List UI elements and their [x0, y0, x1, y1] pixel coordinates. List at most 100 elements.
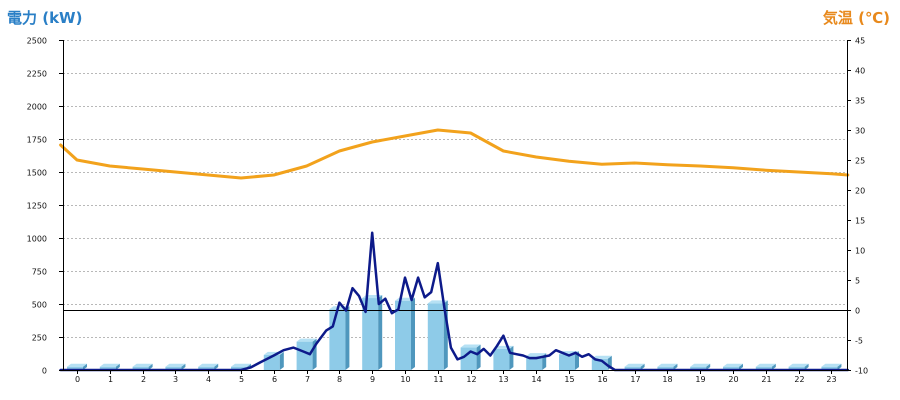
right-tick-label: -5	[855, 337, 863, 346]
left-tick-label: 750	[32, 268, 47, 277]
bar-side	[673, 363, 678, 370]
bar-front	[657, 366, 674, 370]
bar-front	[198, 366, 215, 370]
x-tick-label: 21	[761, 375, 771, 384]
left-tick-label: 250	[32, 334, 47, 343]
bar-side	[575, 351, 579, 370]
bar-side	[411, 297, 415, 370]
bar-top	[591, 355, 612, 359]
right-tick-label: 0	[855, 307, 860, 316]
bar-side	[640, 363, 645, 370]
x-tick-label: 18	[662, 375, 672, 384]
left-tick-label: 0	[42, 367, 47, 376]
bar-top	[460, 344, 481, 348]
bar-front	[788, 366, 805, 370]
right-tick-label: 5	[855, 277, 860, 286]
bar-top	[723, 363, 743, 367]
bar-top	[526, 353, 547, 357]
bar	[624, 363, 645, 370]
bar	[362, 295, 383, 370]
bar	[198, 363, 219, 370]
bar-front	[559, 354, 575, 370]
bar	[329, 306, 350, 370]
line-layer	[59, 128, 850, 372]
right-tick-label: 40	[855, 67, 865, 76]
x-tick-label: 7	[305, 375, 310, 384]
bar-top	[231, 363, 251, 367]
bar	[755, 363, 776, 370]
left-tick-label: 2000	[27, 103, 47, 112]
right-tick-label: 30	[855, 127, 865, 136]
bar-side	[804, 363, 809, 370]
bar-front	[99, 366, 116, 370]
temperature-line	[59, 128, 850, 180]
x-tick-label: 10	[400, 375, 410, 384]
bar-front	[231, 366, 247, 370]
left-tick-label: 2500	[27, 37, 47, 46]
x-tick-label: 1	[108, 375, 113, 384]
left-axis-title: 電力 (kW)	[7, 9, 83, 27]
bar-front	[624, 366, 641, 370]
bar-top	[788, 363, 809, 367]
bar-side	[706, 363, 711, 370]
bar-side	[148, 363, 153, 370]
bar-top	[755, 363, 776, 367]
x-tick-label: 22	[794, 375, 804, 384]
right-tick-label: 20	[855, 187, 865, 196]
power-line	[59, 231, 850, 372]
x-tick-label: 20	[728, 375, 738, 384]
bar	[690, 363, 711, 370]
x-tick-label: 23	[826, 375, 836, 384]
bar-front	[690, 366, 707, 370]
bar-top	[165, 363, 186, 367]
bar-front	[362, 298, 379, 370]
x-tick-label: 11	[433, 375, 443, 384]
x-tick-label: 0	[75, 375, 80, 384]
bar-top	[132, 363, 153, 367]
bar	[67, 363, 87, 370]
right-tick-label: 15	[855, 217, 865, 226]
left-tick-label: 1500	[27, 169, 47, 178]
right-tick-label: 45	[855, 37, 865, 46]
right-tick-label: 10	[855, 247, 865, 256]
bar-front	[395, 300, 411, 370]
bar-side	[378, 295, 383, 370]
left-tick-label: 2250	[27, 70, 47, 79]
grid-layer	[63, 40, 847, 338]
bar-front	[723, 366, 739, 370]
x-tick-label: 5	[239, 375, 244, 384]
bar	[493, 345, 514, 370]
bar-layer	[67, 295, 842, 370]
x-tick-label: 2	[141, 375, 146, 384]
bar-front	[329, 309, 346, 370]
bar	[657, 363, 678, 370]
bar-side	[345, 306, 350, 370]
x-tick-label: 19	[695, 375, 705, 384]
bar-front	[165, 366, 182, 370]
bar-side	[739, 363, 743, 370]
x-tick-label: 17	[630, 375, 640, 384]
x-tick-label: 14	[531, 375, 541, 384]
bar-front	[460, 347, 477, 370]
right-tick-label: 35	[855, 97, 865, 106]
bar-side	[115, 363, 120, 370]
bar-front	[821, 366, 838, 370]
bar-front	[67, 366, 83, 370]
right-tick-label: 25	[855, 157, 865, 166]
bar	[821, 363, 842, 370]
bar-front	[427, 303, 444, 370]
bar-side	[476, 344, 481, 370]
bar	[788, 363, 809, 370]
left-tick-label: 1750	[27, 136, 47, 145]
bar-top	[657, 363, 678, 367]
bar-top	[821, 363, 842, 367]
bar-top	[296, 338, 317, 342]
bar	[99, 363, 120, 370]
bar-top	[198, 363, 219, 367]
bar-side	[837, 363, 842, 370]
bar-side	[181, 363, 186, 370]
bar	[296, 338, 317, 370]
bar-front	[526, 356, 543, 370]
bar	[165, 363, 186, 370]
bar-side	[771, 363, 776, 370]
